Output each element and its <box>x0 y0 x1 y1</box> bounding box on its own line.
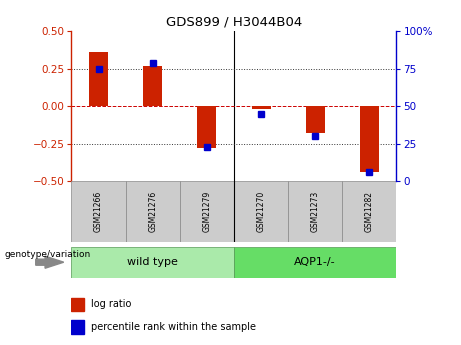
Text: GSM21273: GSM21273 <box>311 191 320 232</box>
Text: GSM21266: GSM21266 <box>94 191 103 232</box>
Bar <box>306 106 325 133</box>
Text: AQP1-/-: AQP1-/- <box>295 257 336 267</box>
Title: GDS899 / H3044B04: GDS899 / H3044B04 <box>166 16 302 29</box>
Text: GSM21279: GSM21279 <box>202 191 212 232</box>
Bar <box>252 106 271 109</box>
Bar <box>71 320 84 334</box>
Bar <box>234 247 396 278</box>
Text: GSM21282: GSM21282 <box>365 191 374 232</box>
Bar <box>342 181 396 241</box>
Text: GSM21270: GSM21270 <box>256 191 266 232</box>
Bar <box>234 181 288 241</box>
Bar <box>360 106 379 172</box>
Text: log ratio: log ratio <box>91 299 131 309</box>
Bar <box>89 52 108 106</box>
Bar <box>197 106 216 148</box>
Text: wild type: wild type <box>127 257 178 267</box>
Text: percentile rank within the sample: percentile rank within the sample <box>91 322 256 332</box>
Bar <box>71 247 234 278</box>
Bar <box>143 66 162 106</box>
FancyArrow shape <box>36 256 64 268</box>
Bar <box>71 181 125 241</box>
Text: genotype/variation: genotype/variation <box>5 250 91 259</box>
Bar <box>180 181 234 241</box>
Bar <box>71 298 84 311</box>
Text: GSM21276: GSM21276 <box>148 191 157 232</box>
Bar <box>288 181 342 241</box>
Bar <box>125 181 180 241</box>
